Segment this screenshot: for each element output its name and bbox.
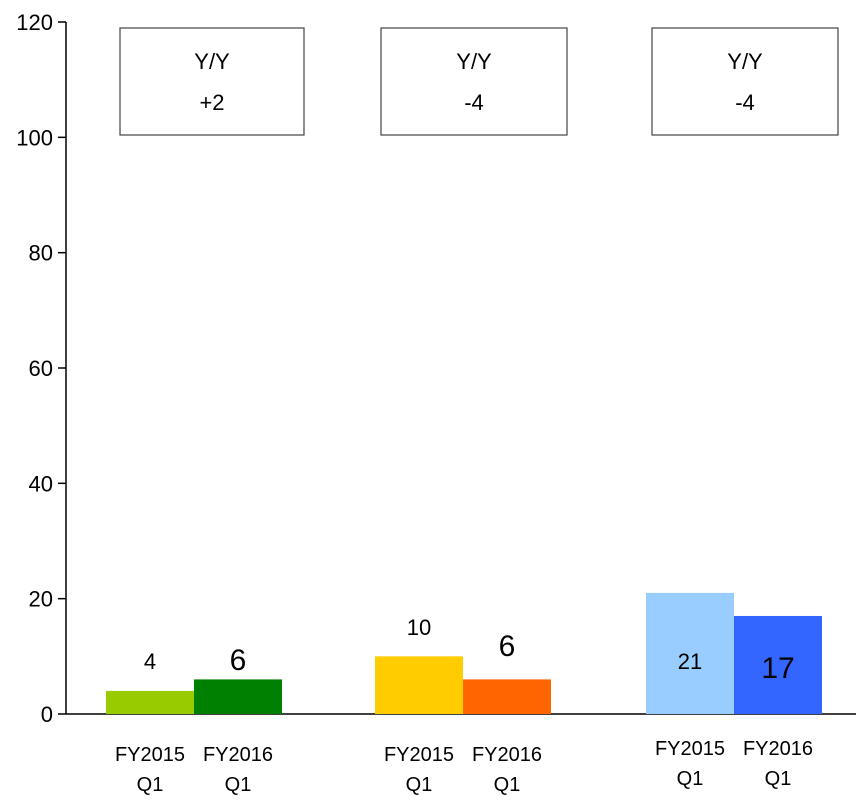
y-axis-ticks: 0 20 40 60 80 100 120 [16, 10, 66, 727]
yoy-box [119, 27, 305, 136]
x-tick-label-line2: Q1 [225, 774, 252, 796]
bar-value-label: 21 [678, 649, 702, 674]
x-tick-label-line1: FY2015 [655, 738, 725, 760]
bar-value-label: 6 [230, 644, 247, 677]
x-tick-label-line1: FY2016 [472, 744, 542, 766]
x-tick-label-line2: Q1 [765, 768, 792, 790]
bar-2-2 [463, 679, 551, 714]
value-labels: 4 6 10 6 21 17 [144, 615, 795, 685]
y-tick-label: 60 [29, 356, 53, 381]
y-tick-label: 0 [41, 702, 53, 727]
yoy-value: -4 [464, 90, 484, 115]
y-tick-label: 40 [29, 471, 53, 496]
yoy-box [651, 27, 839, 136]
y-tick-label: 120 [16, 10, 53, 35]
bar-value-label: 4 [144, 649, 156, 674]
x-tick-label-line1: FY2016 [203, 744, 273, 766]
x-axis-labels: FY2015 Q1 FY2016 Q1 FY2015 Q1 FY2016 Q1 FY2015 Q1… [115, 738, 813, 796]
bar-3-1 [646, 592, 734, 714]
bar-1-1 [106, 690, 194, 714]
y-tick-label: 80 [29, 241, 53, 266]
yoy-value: -4 [735, 90, 755, 115]
x-tick-label-line1: FY2015 [115, 744, 185, 766]
x-tick-label-line2: Q1 [677, 768, 704, 790]
yoy-title: Y/Y [456, 49, 492, 74]
bars [106, 592, 822, 714]
x-tick-label-line1: FY2015 [384, 744, 454, 766]
yoy-value: +2 [199, 90, 224, 115]
bar-2-1 [375, 656, 463, 714]
y-tick-label: 100 [16, 125, 53, 150]
bar-1-2 [194, 679, 282, 714]
x-tick-label-line2: Q1 [406, 774, 433, 796]
bar-value-label: 17 [761, 652, 794, 685]
yoy-box [380, 27, 568, 136]
x-tick-label-line1: FY2016 [743, 738, 813, 760]
bar-value-label: 6 [499, 630, 516, 663]
x-tick-label-line2: Q1 [494, 774, 521, 796]
x-tick-label-line2: Q1 [137, 774, 164, 796]
yoy-title: Y/Y [194, 49, 230, 74]
yoy-title: Y/Y [727, 49, 763, 74]
y-tick-label: 20 [29, 587, 53, 612]
yoy-boxes: Y/Y +2 Y/Y -4 Y/Y -4 [119, 27, 839, 136]
bar-3-2 [734, 615, 822, 714]
bar-value-label: 10 [407, 615, 431, 640]
